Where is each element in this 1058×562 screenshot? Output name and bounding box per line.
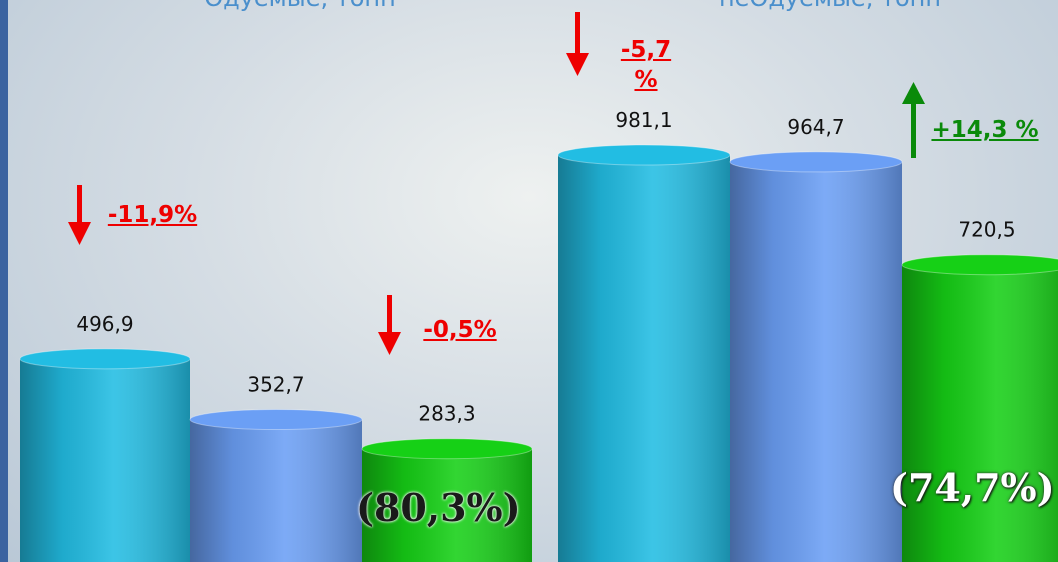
chart-title: неОдуемые, тонн: [719, 0, 941, 12]
value-label: 720,5: [958, 218, 1015, 242]
bar: [729, 151, 903, 562]
change-label: -0,5%: [423, 317, 497, 343]
value-label: 981,1: [615, 108, 672, 132]
value-label: 964,7: [787, 115, 844, 139]
bar: [361, 438, 533, 562]
share-label: (74,7%): [890, 465, 1055, 510]
bar: [557, 144, 731, 562]
side-strip: [0, 0, 8, 562]
share-label: (80,3%): [356, 485, 521, 530]
arrows: [68, 12, 589, 355]
arrows: [902, 82, 925, 158]
change-label: -5,7 %: [620, 37, 672, 93]
value-label: 352,7: [247, 373, 304, 397]
value-label: 496,9: [76, 312, 133, 336]
value-label: 283,3: [418, 402, 475, 426]
change-label: +14,3 %: [931, 117, 1039, 143]
chart-title: Одуемые, тонн: [204, 0, 396, 12]
bar: [189, 409, 363, 562]
change-label: -11,9%: [107, 202, 198, 228]
bar: [19, 348, 191, 562]
bar: [901, 254, 1058, 562]
